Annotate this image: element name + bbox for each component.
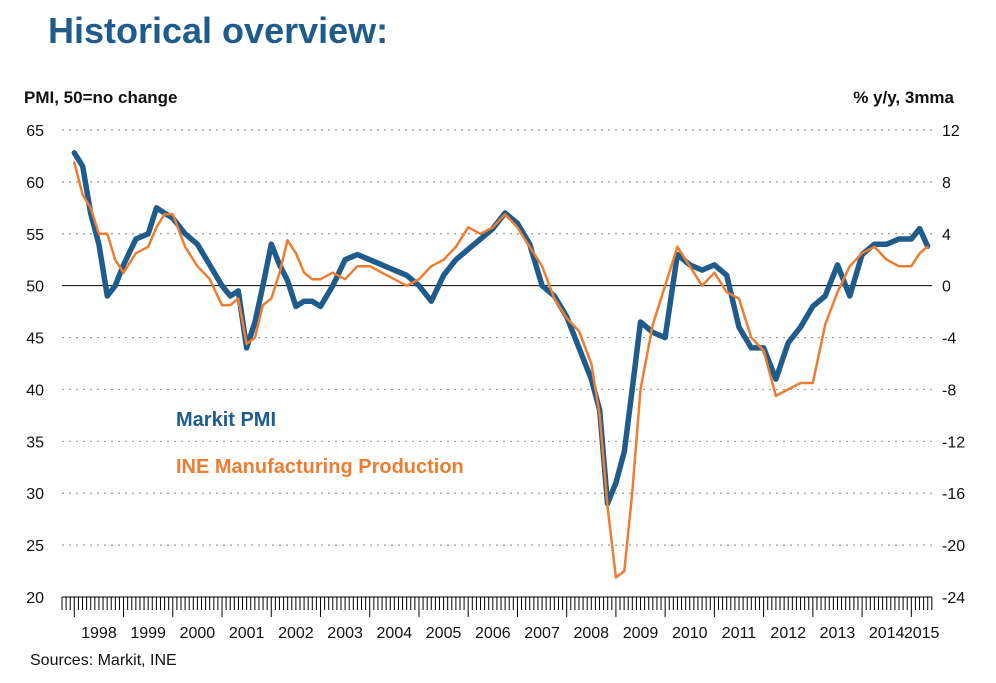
right-tick-label: -16: [942, 486, 965, 503]
series-line-ine-production: [73, 161, 929, 579]
right-tick-label: -12: [942, 434, 965, 451]
year-label: 2002: [278, 625, 314, 642]
year-label: 2011: [722, 625, 757, 642]
series-lines: [71, 150, 931, 579]
year-label: 2008: [573, 625, 609, 642]
year-label: 2000: [180, 625, 216, 642]
x-axis: 1998 1999 2000 2001 2002 2003 2004 2005 2006 2007…: [61, 596, 940, 642]
series-line-markit-pmi: [71, 150, 931, 507]
year-label: 1999: [130, 625, 166, 642]
left-tick-label: 25: [26, 538, 44, 555]
year-label: 2001: [229, 625, 265, 642]
year-label: 2015: [904, 625, 940, 642]
right-tick-label: 12: [942, 123, 960, 140]
year-label: 2013: [820, 625, 856, 642]
right-tick-label: -24: [942, 590, 965, 607]
right-axis-title: % y/y, 3mma: [853, 88, 954, 107]
right-axis: -24 -20 -16 -12 -8 -4 0 4 8 12: [942, 123, 965, 607]
year-label: 2006: [475, 625, 511, 642]
source-note: Sources: Markit, INE: [30, 652, 177, 669]
year-label: 2003: [327, 625, 363, 642]
left-tick-label: 60: [26, 175, 44, 192]
left-tick-label: 55: [26, 227, 44, 244]
gridlines: [62, 129, 932, 546]
year-label: 2012: [770, 625, 806, 642]
right-tick-label: -8: [942, 382, 956, 399]
right-tick-label: 8: [942, 175, 951, 192]
left-axis-title: PMI, 50=no change: [24, 88, 178, 107]
page-title: Historical overview:: [48, 10, 389, 51]
right-tick-label: 0: [942, 279, 951, 296]
left-tick-label: 30: [26, 486, 44, 503]
left-tick-label: 65: [26, 123, 44, 140]
left-tick-label: 45: [26, 331, 44, 348]
year-label: 2010: [672, 625, 708, 642]
series-label-ine-production: INE Manufacturing Production: [176, 456, 464, 478]
left-tick-label: 50: [26, 279, 44, 296]
year-label: 2005: [426, 625, 462, 642]
right-tick-label: -4: [942, 331, 956, 348]
right-tick-label: -20: [942, 538, 965, 555]
year-label: 1998: [81, 625, 117, 642]
series-label-markit-pmi: Markit PMI: [176, 409, 276, 431]
left-tick-label: 40: [26, 382, 44, 399]
left-tick-label: 20: [26, 590, 44, 607]
year-label: 2009: [623, 625, 659, 642]
right-tick-label: 4: [942, 227, 951, 244]
left-axis: 20 25 30 35 40 45 50 55 60 65: [26, 123, 44, 607]
year-label: 2007: [524, 625, 560, 642]
year-label: 2014: [869, 625, 905, 642]
year-label: 2004: [377, 625, 413, 642]
left-tick-label: 35: [26, 434, 44, 451]
